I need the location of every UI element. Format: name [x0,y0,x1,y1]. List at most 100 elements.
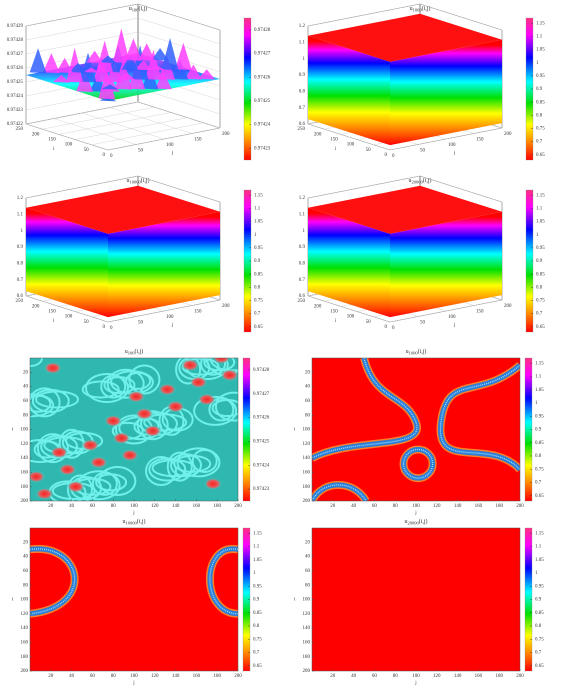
z-tick-label: 0.6 [299,294,306,299]
z-tick-label: 1.1 [17,212,24,217]
y-tick-label: 40 [305,555,311,560]
z-tick-label: 1.2 [17,196,24,201]
colorbar-tick-label: 0.97425 [254,99,271,104]
colorbar-tick-label: 1 [535,571,538,576]
x-tick-label: 100 [130,674,138,679]
field [30,358,238,501]
colorbar-tick-label: 0.7 [254,312,261,317]
colorbar-tick-label: 1.05 [535,558,544,563]
title-args: (i,j) [141,177,150,184]
z-tick-label: 0.97427 [7,52,24,57]
grid-line [25,31,221,59]
y-tick-label: 160 [21,641,29,646]
x-tick-label: 140 [454,674,462,679]
z-tick-label: 0.97422 [7,122,24,127]
z-tick-label: 1 [21,229,24,234]
colorbar-tick-label: 0.8 [535,624,542,629]
z-tick-label: 0.9 [299,73,306,78]
panel-title: u20000(i,j) [404,518,427,525]
y-tick-label: 80 [305,583,311,588]
colorbar-tick-label: 0.75 [535,637,544,642]
grid-line [25,295,109,323]
y-tick-label: 200 [303,669,311,674]
surface-side [308,35,390,146]
front-core [439,364,520,470]
surface-top [308,185,502,234]
heatmap-panel: u20000(i,j)20 40 60 80 100 120 140 160 180 200204… [294,518,544,685]
x-tick-label: 140 [172,504,180,509]
x-tick-label: 100 [448,315,456,320]
colorbar-tick-label: 0.8 [536,113,543,118]
colorbar-tick-label: 0.85 [536,100,545,105]
z-tick-label: 0.7 [17,278,24,283]
x-tick-label: 140 [454,504,462,509]
colorbar-tick-label: 1 [536,61,539,66]
y-tick-label: 60 [23,569,29,574]
x-axis-label: j [453,151,455,156]
panel-title: u20000(i,j) [408,177,431,184]
surface-peak [144,50,162,80]
field-blob [204,477,223,490]
surface-peak [52,74,70,83]
colorbar-tick-label: 0.8 [253,624,260,629]
x-tick-label: 200 [504,132,512,137]
colorbar-tick-label: 0.9 [535,428,542,433]
y-tick-label: 140 [303,456,311,461]
y-tick-label: 0 [103,153,106,158]
colorbar-tick-label: 0.9 [254,259,261,264]
title-sub: 20000 [411,180,423,185]
y-axis-label: i [53,319,55,324]
field-blob [127,390,146,403]
y-tick-label: 160 [303,471,311,476]
y-tick-label: 180 [21,655,29,660]
field-ring [203,358,236,372]
colorbar-tick-label: 0.75 [536,127,545,132]
colorbar-tick-label: 1.1 [535,545,542,550]
x-tick-label: 150 [476,310,484,315]
colorbar-tick-label: 0.85 [535,611,544,616]
z-tick-label: 0.97424 [7,94,24,99]
field-ring [81,380,120,399]
surface-peak [98,69,116,100]
title-sub: 100 [128,351,136,356]
field [312,528,520,671]
colorbar-tick-label: 1.15 [253,531,262,536]
x-tick-label: 180 [495,674,503,679]
grid-line [25,17,221,45]
field-ring [145,455,178,486]
x-tick-label: 0 [392,154,395,159]
colorbar-tick-label: 0.9 [535,598,542,603]
z-tick-label: 0.6 [299,122,306,127]
surface-top [308,13,502,62]
surface-peak [79,52,97,83]
title-args: (i,j) [423,177,432,184]
title-base: u [129,6,132,12]
field-blob [50,446,69,459]
field-blob [81,439,100,452]
colorbar-tick-label: 0.97425 [253,440,270,445]
colorbar-tick-label: 0.9 [536,87,543,92]
y-tick-label: 200 [21,669,29,674]
surface-panel: u100(i,j)0.974220.974230.974240.974250.9… [7,3,271,161]
colorbar-tick-label: 1.15 [535,531,544,536]
x-tick-label: 180 [213,674,221,679]
surface-peak [101,84,119,90]
field-ring [193,395,238,426]
colorbar-tick-label: 0.97427 [253,392,270,397]
x-tick-label: 120 [433,504,441,509]
surface-peak [86,50,104,64]
grid-line [81,112,165,140]
y-tick-label: 120 [21,612,29,617]
field-ring [30,394,52,413]
colorbar-tick-label: 0.65 [535,494,544,499]
colorbar-tick-label: 0.97427 [254,52,271,57]
colorbar-tick-label: 1 [254,233,257,238]
title-base: u [410,6,413,12]
y-tick-label: 80 [23,583,29,588]
x-tick-label: 40 [69,674,75,679]
y-tick-label: 50 [84,148,90,153]
colorbar [242,357,251,502]
y-tick-label: 100 [303,598,311,603]
colorbar-tick-label: 0.95 [536,74,545,79]
surface-peak [112,28,130,64]
